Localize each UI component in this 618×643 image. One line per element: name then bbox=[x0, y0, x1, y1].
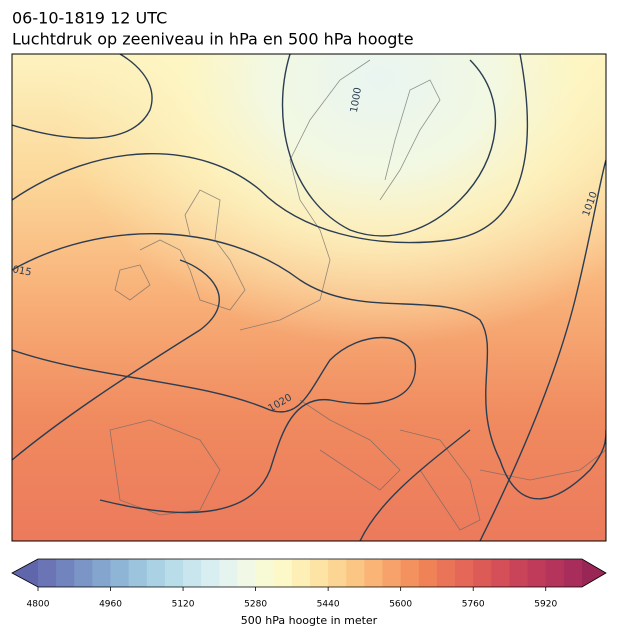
subtitle: Luchtdruk op zeeniveau in hPa en 500 hPa… bbox=[12, 30, 414, 49]
colorbar-segment bbox=[491, 559, 510, 587]
colorbar-tick-label: 5920 bbox=[534, 600, 557, 610]
colorbar-segment bbox=[382, 559, 402, 587]
colorbar-segment bbox=[128, 559, 148, 587]
colorbar-segment bbox=[364, 559, 384, 587]
colorbar-segment bbox=[436, 559, 456, 587]
colorbar-label: 500 hPa hoogte in meter bbox=[241, 614, 378, 627]
colorbar-tick-label: 5600 bbox=[389, 600, 412, 610]
colorbar-segment bbox=[455, 559, 474, 587]
colorbar-tick-label: 5120 bbox=[172, 600, 195, 610]
colorbar-segment bbox=[545, 559, 565, 587]
colorbar-outline bbox=[11, 558, 607, 588]
colorbar-segment bbox=[291, 559, 311, 587]
colorbar-extend-low bbox=[12, 559, 38, 587]
colorbar-segment bbox=[92, 559, 112, 587]
colorbar-extend-high bbox=[582, 559, 606, 587]
colorbar-segment bbox=[310, 559, 329, 587]
map-highlight bbox=[12, 54, 606, 541]
isobar-label: 1000 bbox=[349, 87, 364, 114]
colorbar-segment bbox=[273, 559, 293, 587]
colorbar-segment bbox=[74, 559, 93, 587]
colorbar-segment bbox=[110, 559, 130, 587]
colorbar-segment bbox=[146, 559, 166, 587]
colorbar-segment bbox=[164, 559, 184, 587]
colorbar-segment bbox=[527, 559, 547, 587]
colorbar-segment bbox=[473, 559, 492, 587]
colorbar-segment bbox=[418, 559, 438, 587]
colorbar-segment bbox=[255, 559, 275, 587]
map-frame bbox=[11, 53, 607, 542]
colorbar-tick-label: 4800 bbox=[27, 600, 50, 610]
title: 06-10-1819 12 UTC bbox=[12, 9, 167, 28]
coastlines bbox=[109, 59, 606, 531]
colorbar-segment bbox=[219, 559, 238, 587]
colorbar-segment bbox=[400, 559, 420, 587]
colorbar: 4800 4960 5120 5280 5440 5600 5760 5920 bbox=[11, 558, 607, 610]
colorbar-tick-label: 5760 bbox=[462, 600, 485, 610]
colorbar-segment bbox=[201, 559, 220, 587]
colorbar-segment bbox=[38, 559, 57, 587]
colorbar-tick-label: 5280 bbox=[244, 600, 267, 610]
colorbar-segment bbox=[346, 559, 365, 587]
colorbar-segment bbox=[237, 559, 257, 587]
colorbar-tick-label: 4960 bbox=[99, 600, 122, 610]
colorbar-segment bbox=[563, 559, 583, 587]
isobar-label: 015 bbox=[12, 264, 33, 278]
colorbar-segment bbox=[509, 559, 529, 587]
colorbar-segment bbox=[56, 559, 75, 587]
colorbar-tick-label: 5440 bbox=[317, 600, 340, 610]
colorbar-segment bbox=[328, 559, 347, 587]
map: 1000 1010 015 1020 bbox=[12, 54, 606, 541]
colorbar-segment bbox=[183, 559, 202, 587]
isobars bbox=[12, 54, 606, 541]
